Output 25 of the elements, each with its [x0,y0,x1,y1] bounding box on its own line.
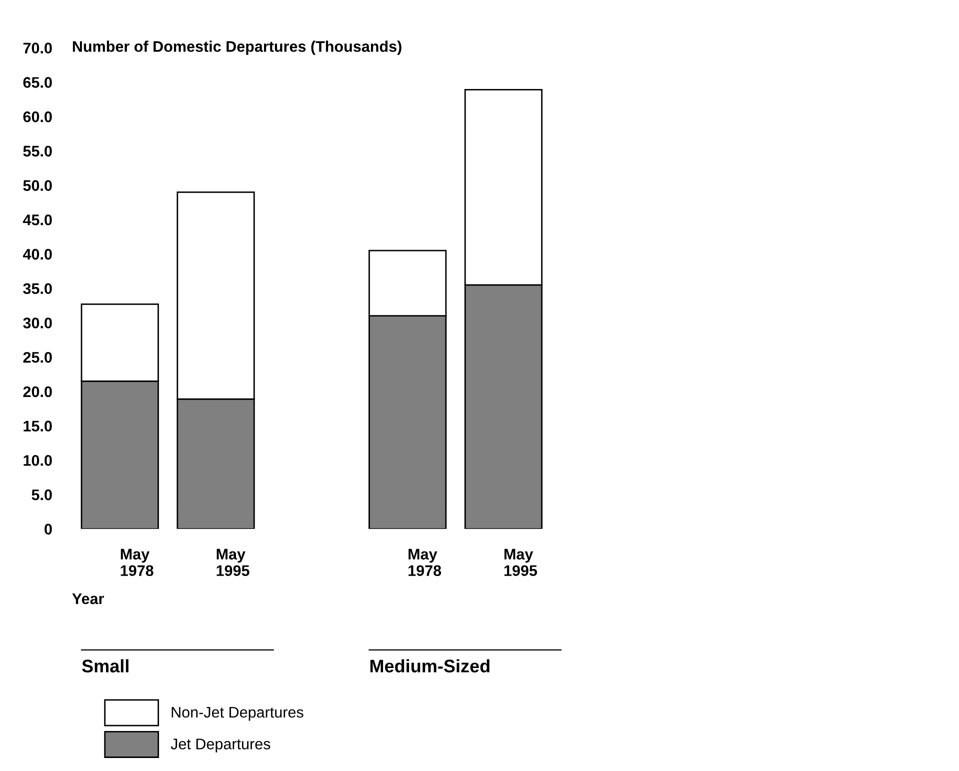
text: Medium-Sized [370,659,490,672]
x-tick-label: May 1978 [120,548,154,576]
y-tick-label: 0 [44,524,52,535]
x-tick-label: May 1978 [408,548,442,576]
x-axis-title: Year [72,594,104,604]
x-tick-label: May 1995 [504,548,538,576]
y-tick-label: 40.0 [22,248,52,260]
y-tick-label: 45.0 [22,214,52,226]
y-tick-label: 5.0 [32,489,52,500]
legend-label: Non-Jet Departures [172,707,304,721]
y-axis-title: Number of Domestic Departures (Thousands) [72,40,402,55]
y-tick-label: 70.0 [23,42,52,54]
y-tick-label: 15.0 [24,420,52,432]
text: Small [82,659,128,672]
y-tick-label: 25.0 [23,352,52,363]
y-tick-label: 65.0 [23,77,52,88]
y-tick-label: 60.0 [23,111,52,122]
y-tick-label: 35.0 [23,283,52,294]
y-tick-label: 20.0 [23,386,52,398]
x-tick-label: May 1995 [216,548,250,576]
y-tick-label: 10.0 [24,455,52,466]
legend-label: Jet Departures [170,738,270,752]
y-tick-label: 50.0 [23,180,52,191]
y-tick-label: 55.0 [23,146,52,157]
y-tick-label: 30.0 [23,318,52,328]
